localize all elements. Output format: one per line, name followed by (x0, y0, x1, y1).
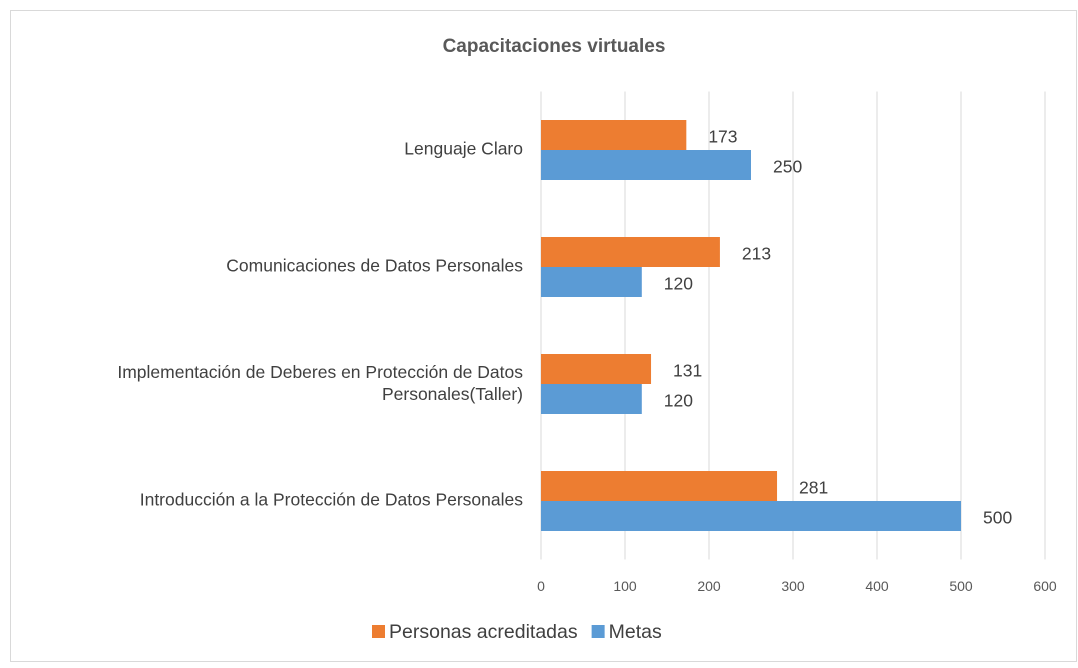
x-tick-label: 400 (865, 578, 889, 594)
bar (541, 150, 751, 180)
data-label: 500 (983, 508, 1012, 528)
bar (541, 354, 652, 384)
bar (541, 471, 778, 501)
y-tick-label: Implementación de Deberes en Protección … (117, 362, 523, 404)
data-label: 250 (773, 157, 802, 177)
x-tick-label: 100 (613, 578, 637, 594)
data-label: 120 (664, 274, 693, 294)
legend-label: Personas acreditadas (389, 621, 578, 643)
bar (541, 501, 961, 531)
chart-title: Capacitaciones virtuales (443, 36, 666, 57)
x-tick-label: 500 (949, 578, 973, 594)
x-tick-label: 0 (537, 578, 545, 594)
data-label: 120 (664, 391, 693, 411)
bar (541, 120, 687, 150)
bar (541, 267, 642, 297)
y-tick-label: Comunicaciones de Datos Personales (226, 256, 523, 276)
bar (541, 237, 720, 267)
data-label: 213 (742, 244, 771, 264)
y-tick-label: Introducción a la Protección de Datos Pe… (140, 490, 524, 510)
data-label: 131 (673, 361, 702, 381)
x-tick-label: 600 (1033, 578, 1057, 594)
legend-label: Metas (609, 621, 662, 643)
x-tick-label: 300 (781, 578, 805, 594)
chart-border (10, 10, 1077, 662)
data-label: 173 (708, 127, 737, 147)
bar (541, 384, 642, 414)
y-tick-label: Lenguaje Claro (404, 139, 523, 159)
x-tick-label: 200 (697, 578, 721, 594)
legend-swatch (372, 625, 385, 638)
legend-swatch (591, 625, 605, 638)
data-label: 281 (799, 478, 828, 498)
